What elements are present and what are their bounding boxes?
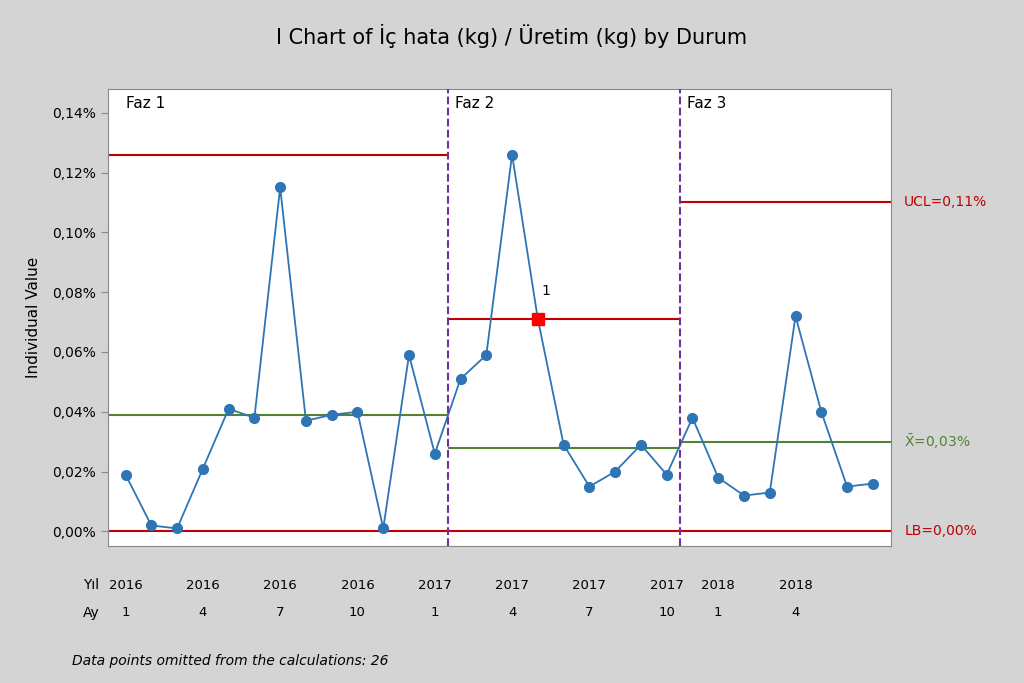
Text: 10: 10 <box>658 606 675 619</box>
Text: Data points omitted from the calculations: 26: Data points omitted from the calculation… <box>72 654 388 668</box>
Text: $\bar{\mathregular{X}}$=0,03%: $\bar{\mathregular{X}}$=0,03% <box>904 432 971 451</box>
Text: 2017: 2017 <box>418 579 452 592</box>
Text: Ay: Ay <box>83 606 99 619</box>
Text: LB=0,00%: LB=0,00% <box>904 525 977 538</box>
Text: Faz 2: Faz 2 <box>456 96 495 111</box>
Text: 4: 4 <box>199 606 207 619</box>
Text: UCL=0,11%: UCL=0,11% <box>904 195 987 210</box>
Text: Yıl: Yıl <box>83 579 99 592</box>
Text: 7: 7 <box>275 606 285 619</box>
Text: 10: 10 <box>349 606 366 619</box>
Text: 1: 1 <box>714 606 723 619</box>
Text: 2016: 2016 <box>186 579 220 592</box>
Text: 2017: 2017 <box>572 579 606 592</box>
Text: Faz 1: Faz 1 <box>126 96 165 111</box>
Text: 2016: 2016 <box>109 579 142 592</box>
Text: 4: 4 <box>792 606 800 619</box>
Text: 2018: 2018 <box>778 579 812 592</box>
Text: 2017: 2017 <box>650 579 684 592</box>
Text: 1: 1 <box>430 606 439 619</box>
Text: I Chart of İç hata (kg) / Üretim (kg) by Durum: I Chart of İç hata (kg) / Üretim (kg) by… <box>276 24 748 48</box>
Text: 1: 1 <box>542 284 551 298</box>
Text: 4: 4 <box>508 606 516 619</box>
Text: 2018: 2018 <box>701 579 735 592</box>
Text: 2016: 2016 <box>341 579 375 592</box>
Text: 2017: 2017 <box>496 579 529 592</box>
Y-axis label: Individual Value: Individual Value <box>26 257 41 378</box>
Text: 1: 1 <box>121 606 130 619</box>
Text: 7: 7 <box>585 606 594 619</box>
Text: 2016: 2016 <box>263 579 297 592</box>
Text: Faz 3: Faz 3 <box>687 96 727 111</box>
